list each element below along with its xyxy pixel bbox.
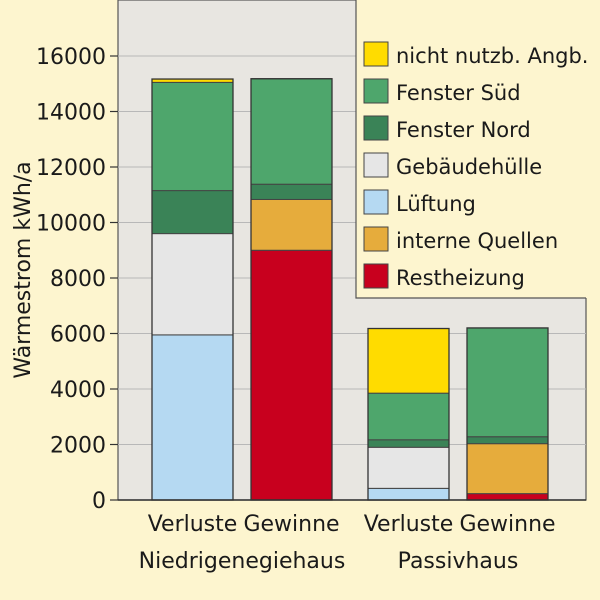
legend: nicht nutzb. Angb. Fenster Süd Fenster Nor…	[355, 0, 600, 299]
bar-segment	[466, 443, 549, 495]
legend-label: interne Quellen	[396, 229, 558, 253]
bar-segment	[367, 446, 450, 489]
y-axis-label: Wärmestrom kWh/a	[11, 161, 36, 378]
y-tick-label: 10000	[36, 212, 106, 237]
bar-segment	[151, 334, 234, 501]
legend-swatch	[363, 115, 389, 141]
legend-label: Gebäudehülle	[396, 155, 542, 179]
y-tick-label: 6000	[50, 323, 106, 348]
bar-segment	[250, 198, 333, 251]
bar-segment	[367, 439, 450, 448]
legend-label: Fenster Nord	[396, 118, 531, 142]
legend-background	[356, 0, 600, 298]
y-tick-label: 12000	[36, 156, 106, 181]
bar-segment	[250, 183, 333, 200]
legend-swatch	[363, 189, 389, 215]
x-tick-label: Gewinne	[243, 512, 339, 537]
y-tick-label: 2000	[50, 434, 106, 459]
bar-segment	[151, 81, 234, 192]
bar-segment	[466, 327, 549, 438]
legend-swatch	[363, 152, 389, 178]
bars	[151, 78, 549, 501]
bar-segment	[367, 487, 450, 501]
bar-stack	[367, 327, 450, 501]
y-tick-label: 8000	[50, 267, 106, 292]
x-axis-labels: Verluste Gewinne Verluste Gewinne	[148, 512, 556, 537]
bar-segment	[367, 328, 450, 394]
group-label: Passivhaus	[398, 549, 519, 574]
bar-segment	[466, 493, 549, 501]
bar-segment	[151, 190, 234, 235]
legend-swatch	[363, 78, 389, 104]
legend-label: Lüftung	[396, 192, 476, 216]
bar-stack	[250, 78, 333, 501]
bar-stack	[151, 78, 234, 501]
bar-stack	[466, 327, 549, 501]
legend-label: Fenster Süd	[396, 81, 521, 105]
y-tick-label: 4000	[50, 378, 106, 403]
group-labels: Niedrigenegiehaus Passivhaus	[139, 549, 519, 574]
x-tick-label: Verluste	[364, 512, 454, 537]
legend-border	[355, 0, 586, 299]
x-tick-label: Gewinne	[459, 512, 555, 537]
y-tick-label: 14000	[36, 101, 106, 126]
bar-segment	[151, 233, 234, 336]
x-tick-label: Verluste	[148, 512, 238, 537]
bar-segment	[250, 249, 333, 501]
legend-swatch	[363, 226, 389, 252]
legend-swatch	[363, 263, 389, 289]
legend-label: nicht nutzb. Angb.	[396, 44, 588, 68]
bar-segment	[250, 78, 333, 185]
group-label: Niedrigenegiehaus	[139, 549, 346, 574]
bar-segment	[466, 436, 549, 445]
legend-label: Restheizung	[396, 266, 525, 290]
y-axis-ticks: 0 2000 4000 6000 8000 10000 12000 14000 16000	[36, 45, 118, 514]
bar-segment	[367, 392, 450, 441]
y-tick-label: 16000	[36, 45, 106, 70]
y-tick-label: 0	[92, 489, 106, 514]
legend-swatch	[363, 41, 389, 67]
